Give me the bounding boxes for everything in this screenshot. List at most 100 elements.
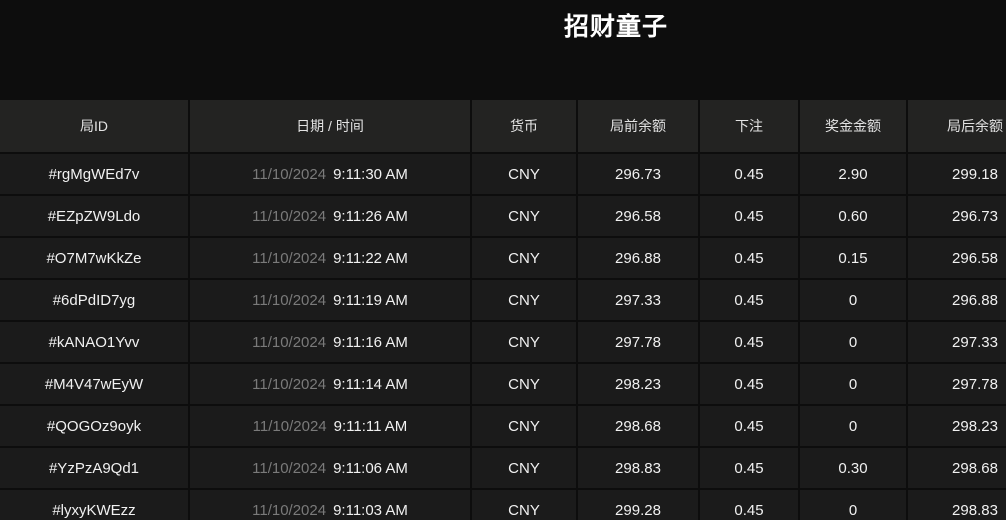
col-header-balance-after: 局后余额 bbox=[908, 100, 1006, 154]
table-row: #YzPzA9Qd1 11/10/2024 9:11:06 AM CNY 298… bbox=[0, 448, 1006, 490]
cell-currency: CNY bbox=[472, 364, 578, 406]
cell-balance-after: 296.58 bbox=[908, 238, 1006, 280]
col-header-date-time: 日期 / 时间 bbox=[190, 100, 472, 154]
cell-prize-amount: 0.60 bbox=[800, 196, 908, 238]
cell-prize-amount: 0 bbox=[800, 364, 908, 406]
cell-date-time: 11/10/2024 9:11:11 AM bbox=[190, 406, 472, 448]
table-header-row: 局ID 日期 / 时间 货币 局前余额 下注 奖金金额 局后余额 bbox=[0, 100, 1006, 154]
col-header-balance-before: 局前余额 bbox=[578, 100, 700, 154]
cell-date-time: 11/10/2024 9:11:30 AM bbox=[190, 154, 472, 196]
cell-currency: CNY bbox=[472, 280, 578, 322]
col-header-round-id: 局ID bbox=[0, 100, 190, 154]
table-row: #kANAO1Yvv 11/10/2024 9:11:16 AM CNY 297… bbox=[0, 322, 1006, 364]
cell-balance-before: 296.58 bbox=[578, 196, 700, 238]
table-body: #rgMgWEd7v 11/10/2024 9:11:30 AM CNY 296… bbox=[0, 154, 1006, 520]
cell-currency: CNY bbox=[472, 196, 578, 238]
cell-balance-before: 298.68 bbox=[578, 406, 700, 448]
table-row: #O7M7wKkZe 11/10/2024 9:11:22 AM CNY 296… bbox=[0, 238, 1006, 280]
cell-balance-after: 297.33 bbox=[908, 322, 1006, 364]
cell-round-id: #O7M7wKkZe bbox=[0, 238, 190, 280]
cell-time: 9:11:03 AM bbox=[333, 501, 408, 519]
title-band: 招财童子 bbox=[0, 0, 1006, 100]
table-row: #QOGOz9oyk 11/10/2024 9:11:11 AM CNY 298… bbox=[0, 406, 1006, 448]
cell-date: 11/10/2024 bbox=[252, 375, 327, 393]
cell-currency: CNY bbox=[472, 490, 578, 520]
cell-bet: 0.45 bbox=[700, 238, 800, 280]
cell-balance-after: 298.68 bbox=[908, 448, 1006, 490]
cell-date-time: 11/10/2024 9:11:26 AM bbox=[190, 196, 472, 238]
cell-prize-amount: 0 bbox=[800, 322, 908, 364]
cell-balance-after: 296.88 bbox=[908, 280, 1006, 322]
game-history-table: 局ID 日期 / 时间 货币 局前余额 下注 奖金金额 局后余额 #rgMgWE… bbox=[0, 100, 1006, 520]
col-header-currency: 货币 bbox=[472, 100, 578, 154]
cell-bet: 0.45 bbox=[700, 322, 800, 364]
cell-time: 9:11:06 AM bbox=[333, 459, 408, 477]
cell-time: 9:11:26 AM bbox=[333, 207, 408, 225]
table-row: #EZpZW9Ldo 11/10/2024 9:11:26 AM CNY 296… bbox=[0, 196, 1006, 238]
cell-date: 11/10/2024 bbox=[252, 291, 327, 309]
cell-date: 11/10/2024 bbox=[252, 459, 327, 477]
cell-bet: 0.45 bbox=[700, 196, 800, 238]
cell-time: 9:11:22 AM bbox=[333, 249, 408, 267]
cell-balance-after: 299.18 bbox=[908, 154, 1006, 196]
cell-time: 9:11:11 AM bbox=[333, 417, 408, 435]
cell-date: 11/10/2024 bbox=[252, 501, 327, 519]
cell-time: 9:11:16 AM bbox=[333, 333, 408, 351]
cell-date-time: 11/10/2024 9:11:06 AM bbox=[190, 448, 472, 490]
cell-date-time: 11/10/2024 9:11:19 AM bbox=[190, 280, 472, 322]
cell-currency: CNY bbox=[472, 238, 578, 280]
cell-prize-amount: 2.90 bbox=[800, 154, 908, 196]
col-header-bet: 下注 bbox=[700, 100, 800, 154]
cell-bet: 0.45 bbox=[700, 364, 800, 406]
cell-currency: CNY bbox=[472, 322, 578, 364]
cell-date-time: 11/10/2024 9:11:14 AM bbox=[190, 364, 472, 406]
cell-date-time: 11/10/2024 9:11:16 AM bbox=[190, 322, 472, 364]
cell-bet: 0.45 bbox=[700, 280, 800, 322]
cell-balance-before: 296.88 bbox=[578, 238, 700, 280]
cell-currency: CNY bbox=[472, 154, 578, 196]
cell-prize-amount: 0 bbox=[800, 406, 908, 448]
cell-bet: 0.45 bbox=[700, 154, 800, 196]
cell-date: 11/10/2024 bbox=[252, 165, 327, 183]
cell-date: 11/10/2024 bbox=[252, 333, 327, 351]
cell-date: 11/10/2024 bbox=[252, 249, 327, 267]
cell-round-id: #M4V47wEyW bbox=[0, 364, 190, 406]
cell-balance-before: 299.28 bbox=[578, 490, 700, 520]
table-row: #M4V47wEyW 11/10/2024 9:11:14 AM CNY 298… bbox=[0, 364, 1006, 406]
cell-prize-amount: 0 bbox=[800, 280, 908, 322]
cell-round-id: #rgMgWEd7v bbox=[0, 154, 190, 196]
cell-bet: 0.45 bbox=[700, 406, 800, 448]
cell-bet: 0.45 bbox=[700, 448, 800, 490]
cell-time: 9:11:14 AM bbox=[333, 375, 408, 393]
cell-balance-before: 296.73 bbox=[578, 154, 700, 196]
cell-balance-before: 297.33 bbox=[578, 280, 700, 322]
cell-currency: CNY bbox=[472, 406, 578, 448]
cell-balance-before: 298.23 bbox=[578, 364, 700, 406]
cell-prize-amount: 0.15 bbox=[800, 238, 908, 280]
page-title: 招财童子 bbox=[563, 13, 668, 41]
cell-time: 9:11:30 AM bbox=[333, 165, 408, 183]
cell-round-id: #lyxyKWEzz bbox=[0, 490, 190, 520]
cell-balance-after: 298.83 bbox=[908, 490, 1006, 520]
cell-date: 11/10/2024 bbox=[252, 417, 327, 435]
cell-date-time: 11/10/2024 9:11:03 AM bbox=[190, 490, 472, 520]
cell-date-time: 11/10/2024 9:11:22 AM bbox=[190, 238, 472, 280]
cell-time: 9:11:19 AM bbox=[333, 291, 408, 309]
cell-round-id: #kANAO1Yvv bbox=[0, 322, 190, 364]
cell-balance-before: 298.83 bbox=[578, 448, 700, 490]
table-row: #lyxyKWEzz 11/10/2024 9:11:03 AM CNY 299… bbox=[0, 490, 1006, 520]
cell-round-id: #YzPzA9Qd1 bbox=[0, 448, 190, 490]
cell-balance-after: 298.23 bbox=[908, 406, 1006, 448]
cell-prize-amount: 0 bbox=[800, 490, 908, 520]
cell-balance-before: 297.78 bbox=[578, 322, 700, 364]
cell-balance-after: 297.78 bbox=[908, 364, 1006, 406]
cell-balance-after: 296.73 bbox=[908, 196, 1006, 238]
table-row: #rgMgWEd7v 11/10/2024 9:11:30 AM CNY 296… bbox=[0, 154, 1006, 196]
cell-prize-amount: 0.30 bbox=[800, 448, 908, 490]
cell-round-id: #6dPdID7yg bbox=[0, 280, 190, 322]
cell-round-id: #EZpZW9Ldo bbox=[0, 196, 190, 238]
cell-date: 11/10/2024 bbox=[252, 207, 327, 225]
cell-bet: 0.45 bbox=[700, 490, 800, 520]
col-header-prize-amount: 奖金金额 bbox=[800, 100, 908, 154]
